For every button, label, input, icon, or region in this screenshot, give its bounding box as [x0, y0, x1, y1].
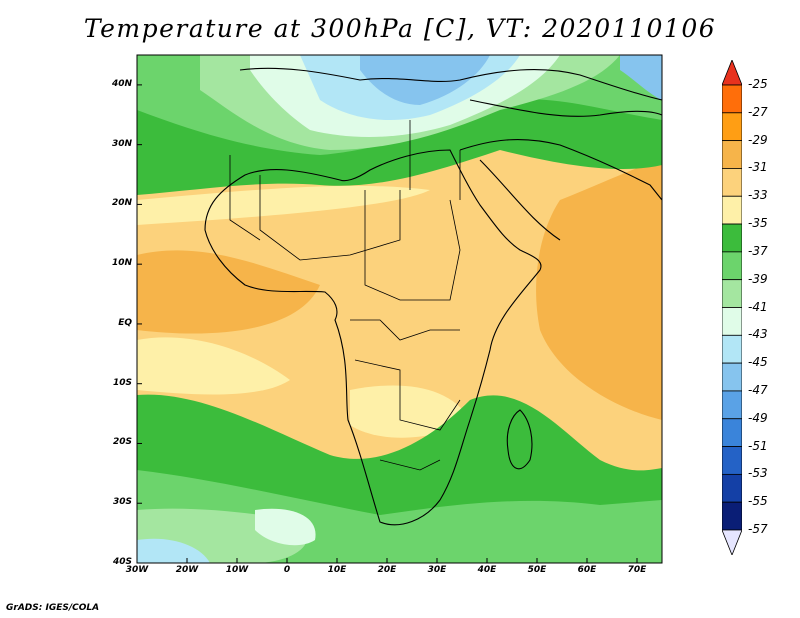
colorbar-swatch	[722, 112, 742, 142]
colorbar-swatch	[722, 168, 742, 197]
colorbar-label: -33	[748, 188, 768, 203]
grads-credit: GrADS: IGES/COLA	[6, 603, 100, 613]
lat-label: EQ	[118, 317, 132, 328]
lon-label: 70E	[627, 565, 647, 575]
lon-label: 0	[283, 565, 291, 575]
colorbar-swatch	[722, 362, 742, 392]
colorbar-swatch	[722, 390, 742, 420]
colorbar-bottom-arrow	[722, 529, 742, 555]
field-cool-atlantic	[137, 337, 290, 395]
colorbar-label: -25	[748, 77, 768, 91]
field-northeast-cold	[620, 55, 662, 100]
colorbar-swatch	[722, 251, 742, 281]
red-sea-coast	[479, 159, 561, 241]
country-borders	[229, 120, 461, 471]
border-southern	[379, 459, 441, 471]
colorbar-label: -47	[748, 382, 768, 397]
lat-label: 10N	[111, 258, 132, 269]
lat-label: 40N	[111, 78, 132, 89]
colorbar-label: -53	[748, 466, 768, 481]
colorbar-swatch	[722, 334, 742, 364]
colorbar-swatch	[722, 140, 742, 169]
colorbar-label: -29	[748, 132, 768, 147]
field-south-cold	[255, 508, 316, 546]
colorbar-label: -31	[748, 160, 768, 175]
colorbar-swatch	[722, 501, 742, 531]
lon-label: 30E	[427, 565, 447, 575]
lon-label: 50E	[527, 565, 547, 575]
lon-label: 20E	[377, 565, 397, 575]
colorbar-label: -39	[748, 271, 768, 286]
coastlines	[204, 67, 663, 526]
colorbar-label: -45	[748, 355, 768, 370]
lat-label: 20N	[111, 198, 132, 209]
lon-label: 10W	[225, 565, 249, 575]
field-southwest-cold	[137, 538, 210, 563]
colorbar-swatch	[722, 473, 742, 503]
border-central	[364, 190, 461, 301]
border-equatorial	[350, 319, 460, 341]
colorbar-swatch	[722, 279, 742, 308]
field-cool-south	[350, 385, 470, 438]
map-frame	[136, 54, 663, 564]
colorbar-swatch	[722, 418, 742, 447]
madagascar-coastline	[506, 409, 533, 470]
lon-label: 40E	[477, 565, 497, 575]
border-south-central	[354, 359, 461, 431]
map-title: Temperature at 300hPa [C], VT: 202011010…	[83, 14, 717, 43]
border-northwest	[229, 155, 261, 241]
field-cool-sahara	[137, 185, 430, 225]
lon-label: 60E	[577, 565, 597, 575]
lat-label: 30S	[112, 497, 132, 508]
lon-label: 10E	[327, 565, 347, 575]
mediterranean-coast	[239, 67, 663, 101]
colorbar-top-arrow	[722, 60, 742, 86]
colorbar-label: -41	[748, 299, 768, 314]
colorbar-label: -27	[748, 104, 768, 119]
colorbar-label: -49	[748, 410, 768, 425]
colorbar-swatch	[722, 307, 742, 336]
colorbar-label: -35	[748, 216, 768, 231]
colorbar-label: -51	[748, 438, 768, 453]
colorbar-label: -57	[748, 522, 768, 536]
africa-coastline	[204, 149, 542, 526]
field-warm-west	[137, 250, 320, 334]
colorbar-label: -43	[748, 327, 768, 342]
colorbar-label: -55	[748, 494, 768, 509]
field-warm-east	[536, 160, 662, 420]
lon-label: 30W	[125, 565, 149, 575]
asia-minor-coast	[469, 99, 663, 117]
field-north-coldest	[360, 55, 490, 105]
colorbar-swatch	[722, 223, 742, 253]
lat-label: 40S	[112, 557, 132, 567]
colorbar-swatch	[722, 84, 742, 114]
axis-ticks	[136, 84, 638, 564]
temperature-field	[137, 55, 662, 563]
colorbar-swatch	[722, 446, 742, 475]
colorbar-swatch	[722, 195, 742, 225]
arabia-coastline	[459, 139, 663, 201]
lat-label: 20S	[112, 437, 132, 448]
colorbar-label: -37	[748, 243, 768, 258]
colorbar	[722, 60, 742, 555]
lon-label: 20W	[175, 565, 199, 575]
lat-label: 10S	[112, 377, 132, 388]
lat-label: 30N	[111, 138, 132, 149]
border-sahel	[259, 175, 401, 261]
